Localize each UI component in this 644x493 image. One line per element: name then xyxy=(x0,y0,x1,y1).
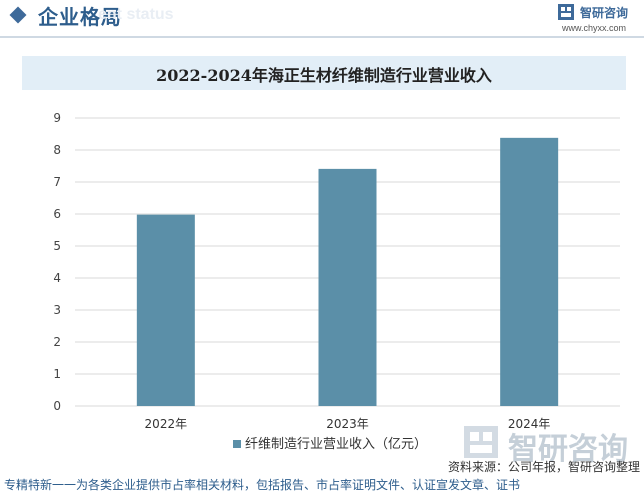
chart-title: 2022-2024年海正生材纤维制造行业营业收入 xyxy=(156,66,492,85)
y-tick-label: 6 xyxy=(53,207,61,221)
watermark-text: 智研咨询 xyxy=(508,432,628,467)
footer-text: 专精特新一一为各类企业提供市占率相关材料，包括报告、市占率证明文件、认证宣发文章… xyxy=(4,478,521,492)
section-subtitle: ent status xyxy=(98,6,174,23)
header: 企业格局 ent status 智研咨询 www.chyxx.com xyxy=(0,0,644,38)
footer: 专精特新一一为各类企业提供市占率相关材料，包括报告、市占率证明文件、认证宣发文章… xyxy=(0,474,644,493)
bar-3[interactable] xyxy=(500,137,559,406)
y-tick-label: 5 xyxy=(53,239,61,253)
bar-2[interactable] xyxy=(318,168,377,406)
y-tick-label: 4 xyxy=(53,271,61,285)
brand-url[interactable]: www.chyxx.com xyxy=(562,23,627,33)
watermark-logo: 智研咨询 xyxy=(462,424,642,467)
x-tick-label: 2022年 xyxy=(145,417,188,431)
x-tick-label: 2023年 xyxy=(326,417,369,431)
bar-1[interactable] xyxy=(136,214,195,406)
y-tick-label: 8 xyxy=(53,143,61,157)
y-tick-label: 9 xyxy=(53,111,61,125)
y-tick-label: 1 xyxy=(53,367,61,381)
x-axis-ticks: 2022年 2023年 2024年 xyxy=(145,417,551,431)
legend: 纤维制造行业营业收入（亿元） xyxy=(233,437,427,452)
legend-swatch xyxy=(233,440,241,448)
y-tick-label: 3 xyxy=(53,303,61,317)
bars xyxy=(136,137,559,406)
legend-label: 纤维制造行业营业收入（亿元） xyxy=(245,437,427,452)
brand-logo-icon xyxy=(558,4,574,20)
source-note: 资料来源：公司年报，智研咨询整理 xyxy=(447,460,640,474)
y-tick-label: 2 xyxy=(53,335,61,349)
y-tick-label: 0 xyxy=(53,399,61,413)
watermark-logo-icon xyxy=(464,426,498,458)
y-tick-label: 7 xyxy=(53,175,61,189)
brand-name: 智研咨询 xyxy=(580,6,629,20)
section-title: 企业格局 xyxy=(38,5,122,29)
y-axis-ticks: 0 1 2 3 4 5 6 7 8 9 xyxy=(53,111,61,413)
header-divider xyxy=(0,36,644,38)
chart-title-band: 2022-2024年海正生材纤维制造行业营业收入 xyxy=(22,56,626,90)
x-tick-label: 2024年 xyxy=(508,417,551,431)
brand-logo[interactable]: 智研咨询 www.chyxx.com xyxy=(558,4,638,34)
